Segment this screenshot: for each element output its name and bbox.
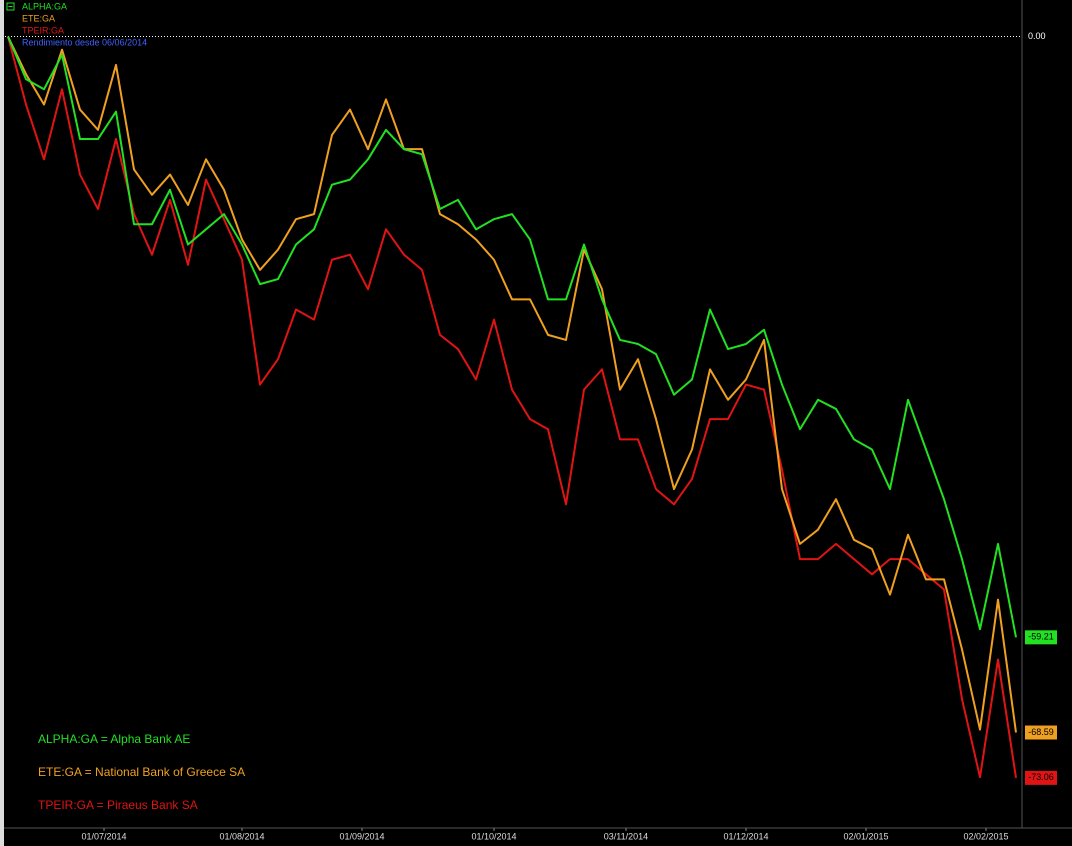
series-line xyxy=(7,36,1017,733)
legend-entry: TPEIR:GA xyxy=(22,25,64,35)
x-tick-label: 01/09/2014 xyxy=(339,831,384,841)
y-tick-label: 0.00 xyxy=(1028,31,1046,41)
annotation: ETE:GA = National Bank of Greece SA xyxy=(38,765,245,779)
left-edge xyxy=(0,0,4,846)
subtitle: Rendimiento desde 06/06/2014 xyxy=(22,37,147,47)
legend-entry: ETE:GA xyxy=(22,13,55,23)
annotation: TPEIR:GA = Piraeus Bank SA xyxy=(38,798,198,812)
x-tick-label: 03/11/2014 xyxy=(604,831,648,841)
legend-entry: ALPHA:GA xyxy=(22,1,67,11)
value-label-box xyxy=(1025,725,1057,740)
x-tick-label: 01/07/2014 xyxy=(81,831,126,841)
value-label: -73.06 xyxy=(1028,772,1054,782)
x-tick-label: 02/01/2015 xyxy=(843,831,888,841)
value-label: -68.59 xyxy=(1028,727,1054,737)
x-tick-label: 02/02/2015 xyxy=(963,831,1008,841)
series-line xyxy=(7,36,1017,638)
x-tick-label: 01/10/2014 xyxy=(471,831,516,841)
x-tick-label: 01/08/2014 xyxy=(219,831,264,841)
series-line xyxy=(7,36,1017,779)
x-tick-label: 01/12/2014 xyxy=(723,831,768,841)
value-label: -59.21 xyxy=(1028,632,1054,642)
value-label-box xyxy=(1025,770,1057,785)
legend-icon xyxy=(6,2,15,11)
value-label-box xyxy=(1025,630,1057,645)
annotation: ALPHA:GA = Alpha Bank AE xyxy=(38,732,190,746)
